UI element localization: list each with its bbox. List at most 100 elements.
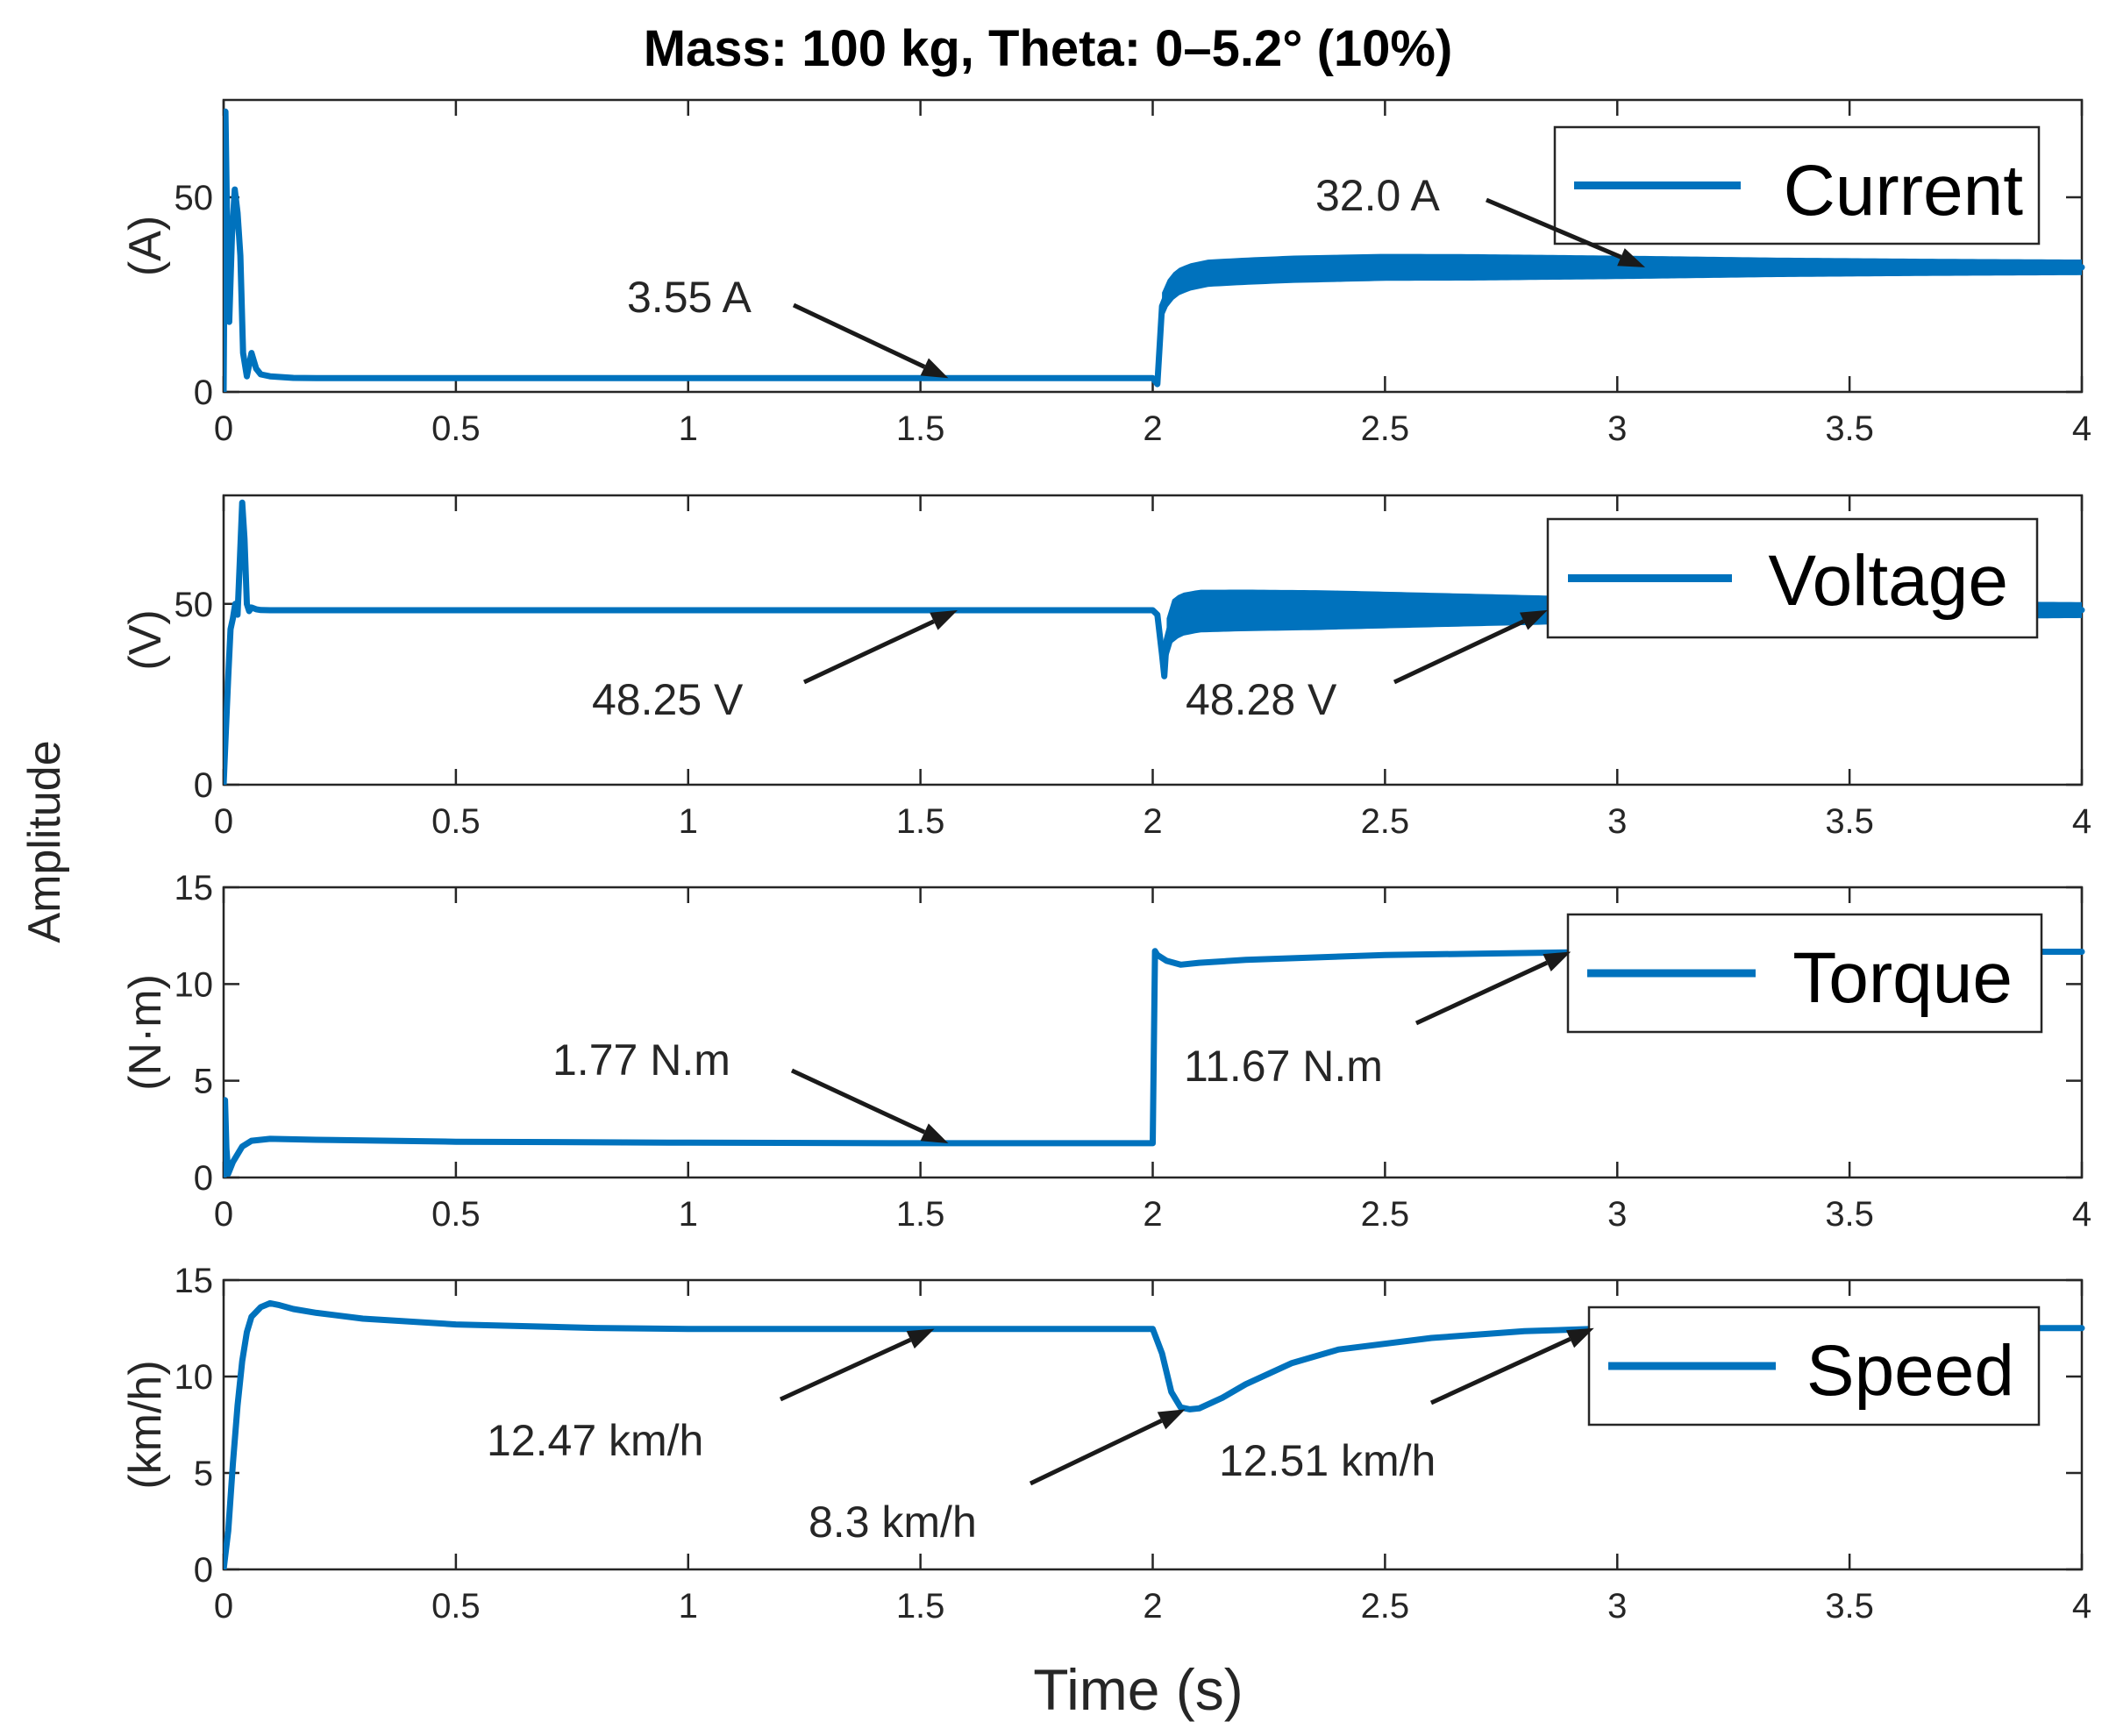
annotation-arrow [1414, 960, 1549, 1026]
x-tick-label: 0 [214, 1587, 233, 1626]
y-tick-label: 0 [194, 766, 213, 805]
legend-speed: Speed [1587, 1306, 2041, 1427]
annotation-arrowhead [920, 1123, 949, 1143]
x-tick-label: 2 [1143, 1587, 1162, 1626]
annotation-arrow [1429, 1337, 1571, 1405]
y-tick-label: 10 [175, 1358, 214, 1397]
series-line-current [224, 108, 2085, 392]
x-tick-label: 4 [2072, 1587, 2091, 1626]
shared-y-axis-label: Amplitude [19, 740, 70, 943]
x-tick-label: 3 [1607, 1195, 1627, 1234]
x-tick-label: 0 [214, 409, 233, 448]
annotation-label: 12.51 km/h [1219, 1436, 1436, 1485]
y-tick-label: 5 [194, 1063, 213, 1101]
x-tick-label: 4 [2072, 409, 2091, 448]
x-tick-label: 0.5 [431, 409, 481, 448]
series-line-speed [224, 1299, 2085, 1569]
annotation-arrow [1029, 1419, 1163, 1486]
y-tick-label: 0 [194, 1551, 213, 1590]
x-tick-label: 2 [1143, 1195, 1162, 1234]
y-axis-label-voltage: (V) [120, 609, 171, 670]
series-line-torque [224, 948, 2085, 1177]
series-line-voltage [224, 499, 2085, 785]
y-tick-label: 50 [175, 179, 214, 217]
x-tick-label: 1.5 [896, 802, 945, 841]
x-tick-label: 3.5 [1825, 1195, 1874, 1234]
annotation-arrowhead [906, 1328, 935, 1349]
annotation-arrowhead [1157, 1409, 1186, 1430]
x-tick-label: 0.5 [431, 1587, 481, 1626]
panel-voltage: 0 0.5 1 1.5 2 2.5 3 3.5 4 0 50(V) Voltage [120, 494, 2091, 841]
y-tick-label: 0 [194, 1159, 213, 1198]
y-tick-label: 15 [175, 1262, 214, 1300]
legend-label: Torque [1792, 938, 2013, 1018]
x-tick-label: 3.5 [1825, 802, 1874, 841]
y-tick-label: 0 [194, 374, 213, 412]
annotation-label: 8.3 km/h [809, 1498, 977, 1547]
series-band-current [1162, 253, 2082, 320]
x-tick-label: 1 [679, 802, 698, 841]
annotation-label: 32.0 A [1315, 171, 1440, 220]
x-axis-label: Time (s) [1033, 1657, 1243, 1722]
x-tick-label: 3 [1607, 409, 1627, 448]
annotation-label: 48.28 V [1186, 675, 1337, 724]
legend-label: Voltage [1768, 541, 2008, 621]
x-tick-label: 1 [679, 1195, 698, 1234]
panel-current: 0 0.5 1 1.5 2 2.5 3 3.5 4 0 50(A) Current [120, 98, 2091, 448]
x-tick-label: 3.5 [1825, 1587, 1874, 1626]
annotations: 3.55 A 32.0 A 48.25 V 48.28 V 1.77 N.m 11.67 … [487, 171, 1646, 1547]
annotation-label: 1.77 N.m [552, 1035, 730, 1085]
annotation-arrow [1486, 197, 1622, 260]
x-tick-label: 4 [2072, 1195, 2091, 1234]
x-tick-label: 0 [214, 1195, 233, 1234]
x-tick-label: 3 [1607, 802, 1627, 841]
x-tick-label: 3.5 [1825, 409, 1874, 448]
panel-torque: 0 0.5 1 1.5 2 2.5 3 3.5 4 0 5 10 15 (N·m) Torque [120, 869, 2091, 1234]
annotation-arrow [790, 1068, 926, 1135]
x-tick-label: 2.5 [1361, 802, 1410, 841]
x-tick-label: 1 [679, 1587, 698, 1626]
x-tick-label: 4 [2072, 802, 2091, 841]
annotation-arrowhead [1543, 951, 1571, 972]
x-tick-label: 1.5 [896, 1195, 945, 1234]
annotation-label: 12.47 km/h [487, 1416, 703, 1465]
y-axis-label-speed: (km/h) [120, 1360, 171, 1489]
x-tick-label: 2.5 [1361, 1195, 1410, 1234]
legend-torque: Torque [1566, 913, 2043, 1034]
x-tick-label: 2 [1143, 409, 1162, 448]
x-tick-label: 2 [1143, 802, 1162, 841]
annotation-arrow [1393, 619, 1525, 685]
legend-voltage: Voltage [1546, 517, 2039, 639]
annotation-arrow [779, 1337, 912, 1402]
annotation-arrowhead [920, 358, 949, 379]
annotation-label: 11.67 N.m [1184, 1042, 1383, 1091]
panel-speed: 0 0.5 1 1.5 2 2.5 3 3.5 4 0 5 10 15 (km/h) Speed [120, 1262, 2091, 1626]
annotation-arrowhead [1519, 609, 1548, 630]
chart-title: Mass: 100 kg, Theta: 0–5.2° (10%) [644, 20, 1453, 77]
annotation-arrowhead [1617, 248, 1646, 267]
x-tick-label: 0 [214, 802, 233, 841]
x-tick-label: 1 [679, 409, 698, 448]
y-tick-label: 15 [175, 869, 214, 907]
x-tick-label: 2.5 [1361, 1587, 1410, 1626]
annotation-arrowhead [930, 609, 958, 630]
annotation-arrowhead [1565, 1327, 1594, 1348]
y-tick-label: 10 [175, 965, 214, 1004]
annotation-arrow [792, 302, 926, 369]
x-tick-label: 1.5 [896, 409, 945, 448]
annotation-label: 3.55 A [627, 273, 752, 322]
legend-current: Current [1553, 125, 2041, 245]
x-tick-label: 0.5 [431, 1195, 481, 1234]
y-tick-label: 50 [175, 586, 214, 624]
legend-box [1587, 1306, 2041, 1427]
x-tick-label: 3 [1607, 1587, 1627, 1626]
y-axis-label-current: (A) [120, 216, 171, 276]
x-tick-label: 1.5 [896, 1587, 945, 1626]
annotation-label: 48.25 V [592, 675, 744, 724]
y-axis-label-torque: (N·m) [120, 974, 171, 1091]
legend-label: Speed [1806, 1331, 2014, 1411]
legend-label: Current [1784, 151, 2024, 231]
x-tick-label: 0.5 [431, 802, 481, 841]
